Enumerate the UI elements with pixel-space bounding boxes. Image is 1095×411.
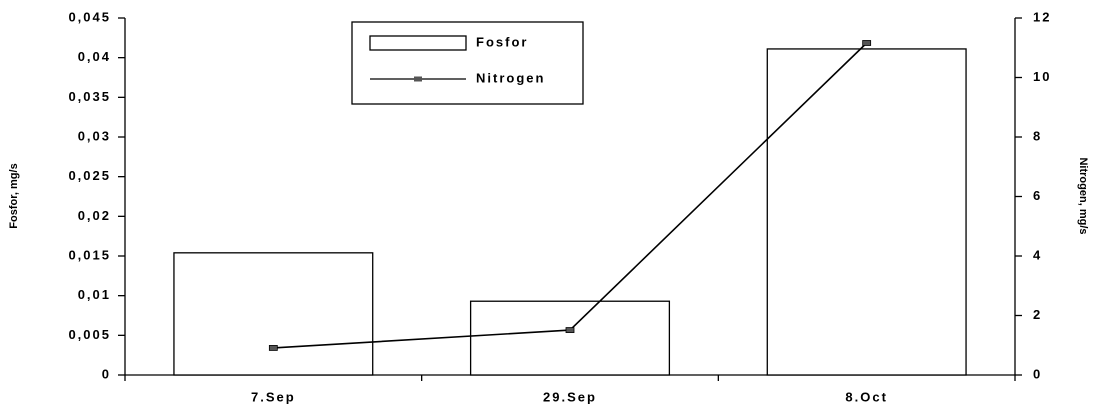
legend-swatch xyxy=(369,35,467,51)
line-marker xyxy=(862,40,872,46)
legend: Fosfor Nitrogen xyxy=(351,21,584,105)
y2-tick-label: 12 xyxy=(1033,9,1051,24)
legend-label: Nitrogen xyxy=(476,70,545,85)
x-tick-label: 8.Oct xyxy=(845,389,888,404)
line-marker xyxy=(268,345,278,351)
legend-label: Fosfor xyxy=(476,34,528,49)
y-axis-title: Fosfor, mg/s xyxy=(8,163,20,228)
x-tick-label: 7.Sep xyxy=(251,389,296,404)
x-tick-label: 29.Sep xyxy=(543,389,597,404)
line-marker xyxy=(565,327,575,333)
y2-axis-title: Nitrogen, mg/s xyxy=(1077,157,1089,234)
y-tick-label: 0 xyxy=(102,366,111,381)
y-tick-label: 0,015 xyxy=(68,247,111,262)
y-tick-label: 0,04 xyxy=(78,49,111,64)
y-tick-label: 0,02 xyxy=(78,208,111,223)
y-tick-label: 0,005 xyxy=(68,327,111,342)
y-tick-label: 0,035 xyxy=(68,89,111,104)
y-tick-label: 0,025 xyxy=(68,168,111,183)
bar xyxy=(469,300,671,376)
legend-box xyxy=(351,21,584,105)
y-tick-label: 0,01 xyxy=(78,287,111,302)
y2-tick-label: 8 xyxy=(1033,128,1042,143)
y2-tick-label: 6 xyxy=(1033,188,1042,203)
y-tick-label: 0,03 xyxy=(78,128,111,143)
y2-tick-label: 4 xyxy=(1033,247,1042,262)
bar xyxy=(766,48,967,376)
y2-tick-label: 2 xyxy=(1033,307,1042,322)
legend-marker xyxy=(414,76,422,82)
bar xyxy=(173,252,374,376)
y2-tick-label: 10 xyxy=(1033,69,1051,84)
y-tick-label: 0,045 xyxy=(68,9,111,24)
y2-tick-label: 0 xyxy=(1033,366,1042,381)
